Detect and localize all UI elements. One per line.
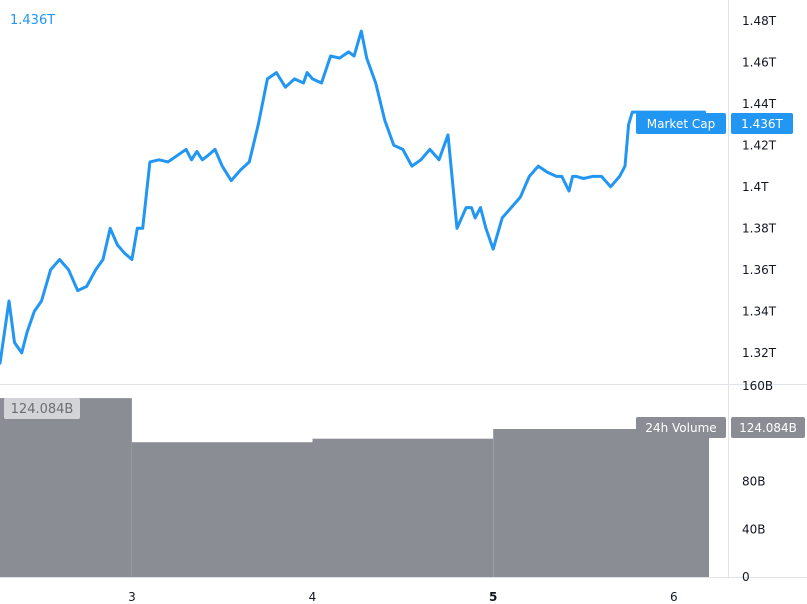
volume-series-label: 24h Volume [645, 421, 716, 435]
current-market-cap-value: 1.436T [10, 13, 55, 28]
market-cap-line [0, 29, 706, 365]
market-cap-series-badge [636, 113, 726, 134]
market-cap-tick-label: 1.4T [742, 180, 769, 194]
market-cap-tick-label: 1.44T [742, 97, 777, 111]
volume-bar-1 [131, 442, 313, 577]
volume-bar-0 [0, 398, 132, 577]
volume-tick-label: 160B [742, 379, 773, 393]
volume-tick-label: 40B [742, 522, 766, 536]
volume-bars [0, 398, 709, 577]
volume-tick-label: 0 [742, 570, 750, 584]
market-cap-value-badge [731, 113, 793, 134]
volume-corner-value: 124.084B [11, 402, 74, 417]
time-tick-label: 3 [128, 590, 136, 604]
time-tick-label: 4 [309, 590, 317, 604]
market-cap-tick-label: 1.32T [742, 346, 777, 360]
volume-axis[interactable]: 160B 80B 40B 0 [742, 379, 773, 584]
market-cap-tick-label: 1.34T [742, 304, 777, 318]
market-cap-tick-label: 1.48T [742, 14, 777, 28]
volume-bar-3 [493, 429, 709, 577]
market-cap-axis[interactable]: 1.48T 1.46T 1.44T 1.42T 1.4T 1.38T 1.36T 1.34T 1… [742, 14, 777, 360]
volume-tick-label: 80B [742, 475, 766, 489]
market-cap-tick-label: 1.36T [742, 263, 777, 277]
market-cap-value-label: 1.436T [741, 117, 783, 131]
time-tick-label: 5 [489, 590, 497, 604]
volume-value-badge [731, 417, 805, 438]
market-cap-series-label: Market Cap [647, 117, 715, 131]
volume-value-label: 124.084B [739, 421, 797, 435]
volume-bar-2 [312, 438, 494, 577]
market-cap-tick-label: 1.46T [742, 55, 777, 69]
volume-series-badge [636, 417, 726, 438]
volume-corner-badge [4, 398, 80, 419]
market-cap-tick-label: 1.42T [742, 138, 777, 152]
market-cap-tick-label: 1.38T [742, 221, 777, 235]
time-tick-label: 6 [670, 590, 678, 604]
time-axis[interactable]: 3 4 5 6 [128, 590, 678, 604]
